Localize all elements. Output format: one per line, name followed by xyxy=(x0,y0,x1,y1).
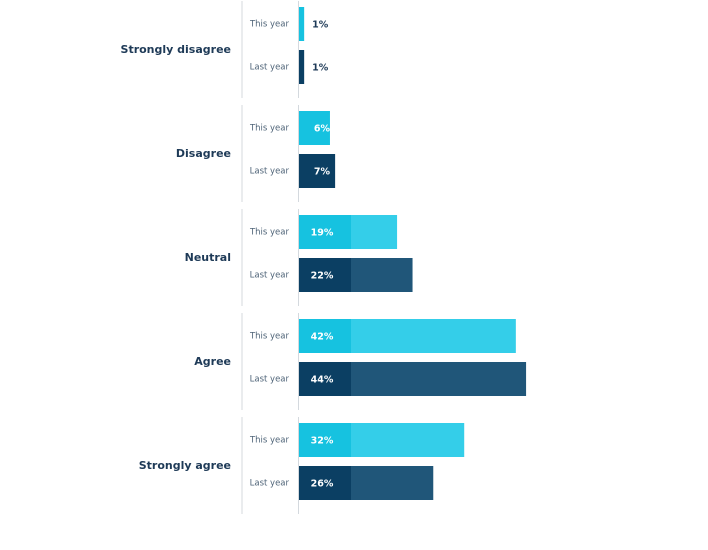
bar-texture xyxy=(351,215,398,249)
value-label: 1% xyxy=(312,20,329,31)
value-label: 42% xyxy=(311,332,334,343)
bar-texture xyxy=(351,258,413,292)
series-label: Last year xyxy=(250,167,290,177)
value-label: 26% xyxy=(311,479,334,490)
series-label: This year xyxy=(249,20,290,30)
value-label: 22% xyxy=(311,271,334,282)
value-label: 6% xyxy=(314,124,331,135)
category-label: Disagree xyxy=(176,147,231,160)
bar-disagree-this-year xyxy=(299,111,330,145)
series-label: This year xyxy=(249,332,290,342)
bar-texture xyxy=(351,423,465,457)
value-label: 1% xyxy=(312,63,329,74)
category-label: Agree xyxy=(194,355,231,368)
bar-texture xyxy=(351,362,527,396)
series-label: This year xyxy=(249,436,290,446)
bar-strongly-disagree-this-year xyxy=(299,7,305,41)
category-label: Strongly disagree xyxy=(121,43,231,56)
bar-texture xyxy=(351,319,516,353)
value-label: 19% xyxy=(311,228,334,239)
series-label: Last year xyxy=(250,271,290,281)
value-label: 32% xyxy=(311,436,334,447)
bar-texture xyxy=(351,466,434,500)
bar-strongly-disagree-last-year xyxy=(299,50,305,84)
category-label: Strongly agree xyxy=(139,459,231,472)
series-label: Last year xyxy=(250,479,290,489)
value-label: 7% xyxy=(314,167,331,178)
series-label: Last year xyxy=(250,63,290,73)
category-label: Neutral xyxy=(185,251,231,264)
series-label: Last year xyxy=(250,375,290,385)
value-label: 44% xyxy=(311,375,334,386)
series-label: This year xyxy=(249,228,290,238)
series-label: This year xyxy=(249,124,290,134)
bar-disagree-last-year xyxy=(299,154,336,188)
